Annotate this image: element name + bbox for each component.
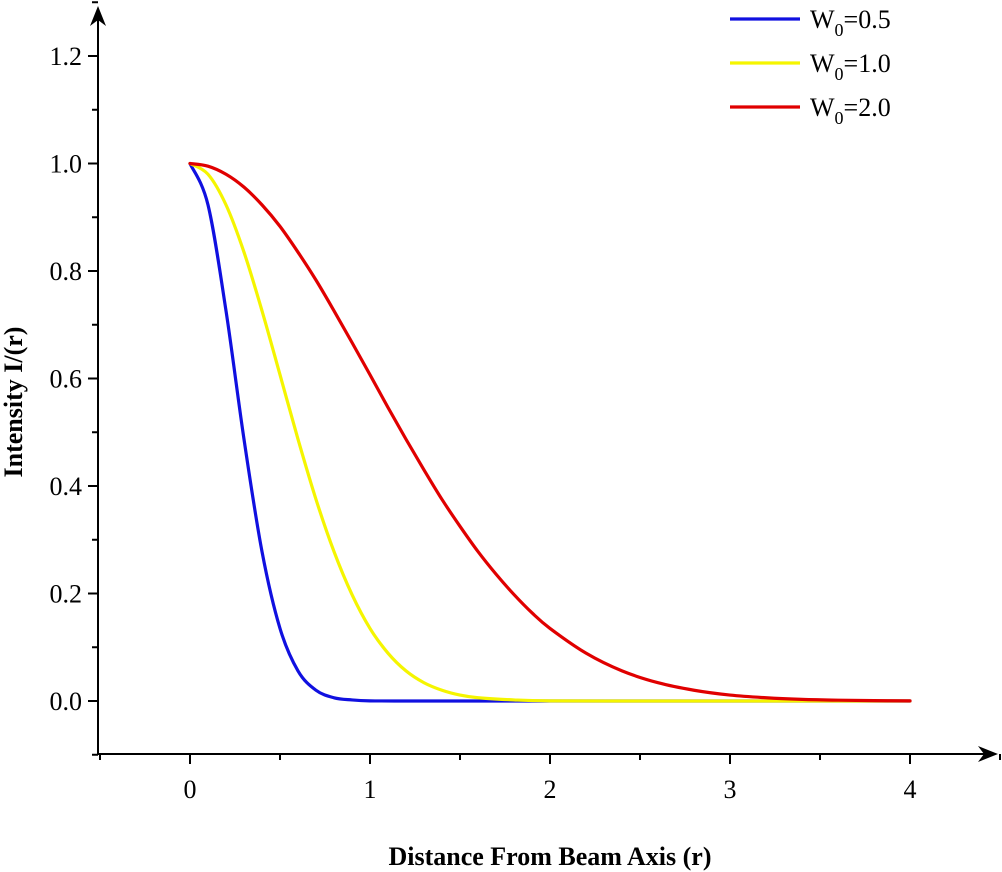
x-tick-label: 2 (544, 775, 557, 804)
x-tick-label: 0 (184, 775, 197, 804)
y-tick-label: 0.6 (50, 365, 83, 394)
y-tick-label: 0.4 (50, 472, 83, 501)
x-tick-label: 4 (904, 775, 917, 804)
x-tick-label: 3 (724, 775, 737, 804)
series-layer (188, 161, 912, 703)
series-line-2 (188, 161, 912, 703)
axes: 0 1 2 3 4 0.0 0.2 0.4 0.6 0.8 1.0 1.2 (50, 1, 1001, 804)
y-tick-label: 0.8 (50, 257, 83, 286)
y-tick-label: 0.0 (50, 687, 83, 716)
y-tick-label: 1.0 (50, 150, 83, 179)
legend-label-0: W0=0.5 (810, 5, 891, 40)
series-line-1 (188, 161, 912, 703)
x-axis-title: Distance From Beam Axis (r) (388, 842, 711, 871)
legend-label-1: W0=1.0 (810, 49, 891, 84)
y-tick-label: 0.2 (50, 580, 83, 609)
y-axis-arrow (90, 6, 106, 26)
y-axis-title: Intensity I/(r) (0, 327, 28, 478)
x-axis-arrow (978, 746, 998, 762)
x-tick-label: 1 (364, 775, 377, 804)
y-tick-label: 1.2 (50, 42, 83, 71)
legend: W0=0.5 W0=1.0 W0=2.0 (730, 5, 891, 128)
series-line-0 (188, 161, 912, 703)
legend-label-2: W0=2.0 (810, 93, 891, 128)
